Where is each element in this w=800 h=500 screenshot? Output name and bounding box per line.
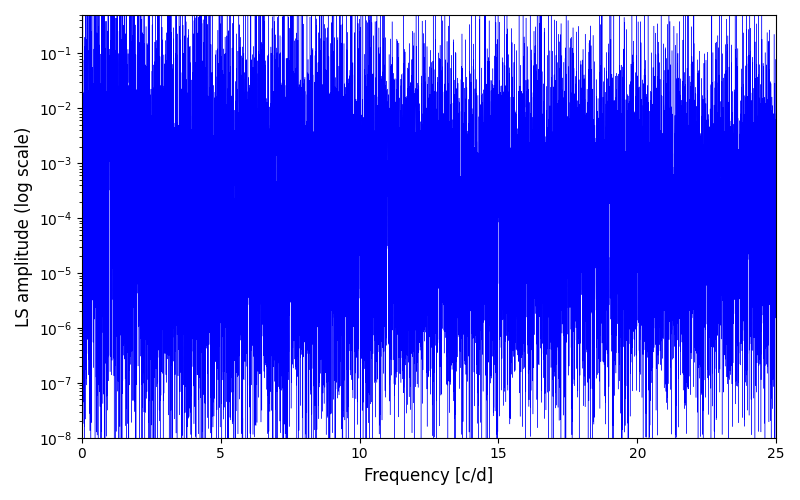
Y-axis label: LS amplitude (log scale): LS amplitude (log scale) bbox=[15, 126, 33, 326]
X-axis label: Frequency [c/d]: Frequency [c/d] bbox=[364, 467, 494, 485]
